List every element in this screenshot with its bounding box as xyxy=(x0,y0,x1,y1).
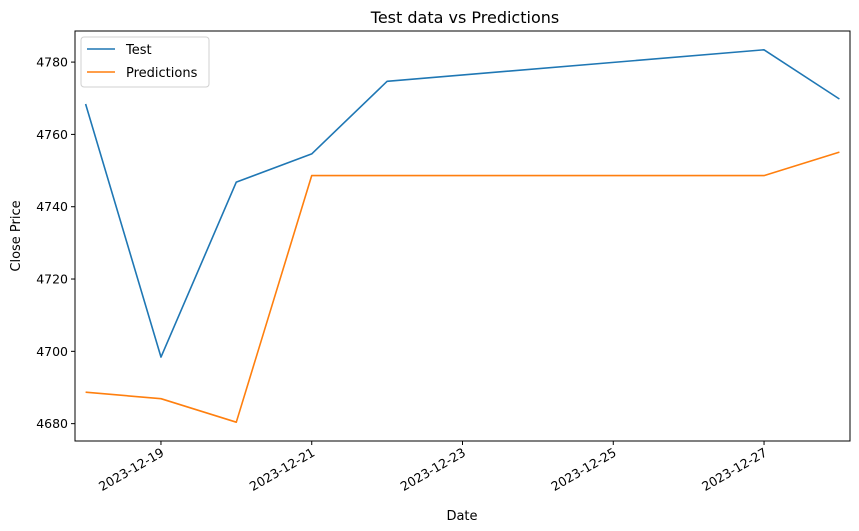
y-tick-label: 4740 xyxy=(36,199,68,214)
x-tick-label: 2023-12-25 xyxy=(548,445,618,494)
plot-lines xyxy=(84,48,840,424)
x-axis: 2023-12-19 2023-12-21 2023-12-23 2023-12-25… xyxy=(96,441,770,494)
y-axis: 4680 4700 4720 4740 4760 4780 xyxy=(36,55,75,431)
series-line-test xyxy=(84,48,840,358)
y-tick-label: 4680 xyxy=(36,416,68,431)
y-tick-label: 4720 xyxy=(36,272,68,287)
legend-label-test: Test xyxy=(125,43,152,58)
x-tick-label: 2023-12-23 xyxy=(398,445,468,494)
x-tick-label: 2023-12-27 xyxy=(699,445,769,494)
legend: Test Predictions xyxy=(80,36,210,88)
plot-frame xyxy=(74,30,851,442)
x-tick-label: 2023-12-21 xyxy=(247,445,317,494)
x-tick-label: 2023-12-19 xyxy=(96,445,166,494)
y-tick-label: 4780 xyxy=(36,55,68,70)
legend-label-predictions: Predictions xyxy=(126,66,198,81)
chart-title: Test data vs Predictions xyxy=(370,8,559,27)
y-axis-title: Close Price xyxy=(9,200,24,271)
series-line-predictions xyxy=(85,151,840,424)
y-tick-label: 4760 xyxy=(36,127,68,142)
x-axis-title: Date xyxy=(446,509,477,524)
y-tick-label: 4700 xyxy=(36,344,68,359)
